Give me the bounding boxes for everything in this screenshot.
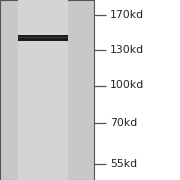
Text: 100kd: 100kd bbox=[110, 80, 144, 91]
Bar bbox=[18, 35, 68, 41]
Bar bbox=[0, 0, 94, 180]
Text: 55kd: 55kd bbox=[110, 159, 137, 169]
Text: 70kd: 70kd bbox=[110, 118, 137, 128]
Bar bbox=[18, 0, 68, 180]
Bar bbox=[18, 37, 68, 38]
Text: 130kd: 130kd bbox=[110, 45, 144, 55]
Text: 170kd: 170kd bbox=[110, 10, 144, 20]
